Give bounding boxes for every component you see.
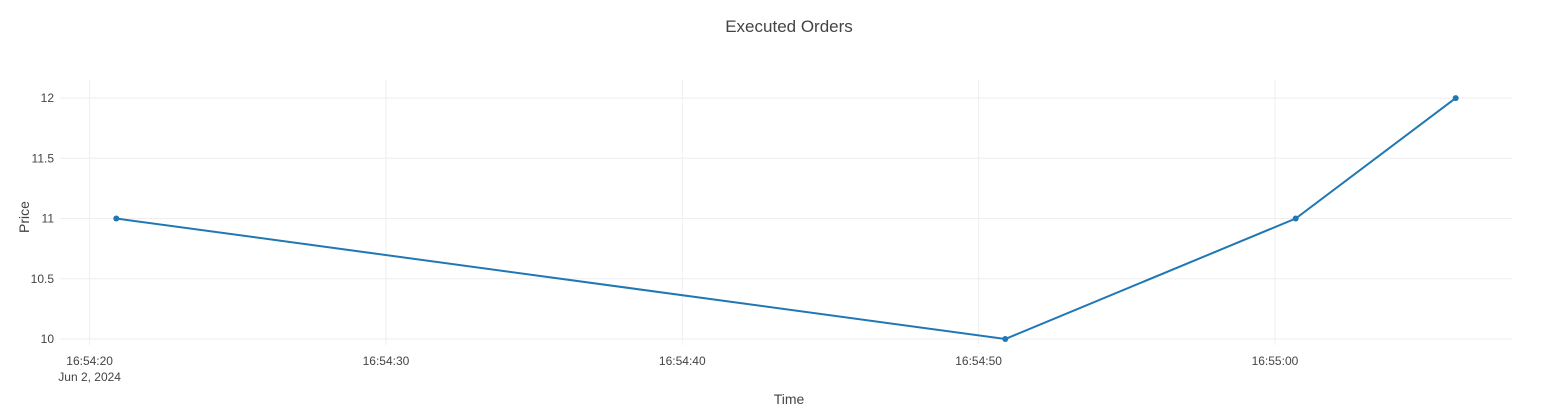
y-tick-label: 11 <box>42 212 55 226</box>
y-tick-label: 10.5 <box>31 272 55 286</box>
x-tick-label: 16:54:30 <box>363 354 410 368</box>
series-line <box>116 97 1457 341</box>
x-tick-label: 16:54:20 <box>66 354 113 368</box>
x-tick-label: 16:54:40 <box>659 354 706 368</box>
x-tick-label: 16:54:50 <box>955 354 1002 368</box>
y-tick-label: 11.5 <box>32 151 55 165</box>
chart-title: Executed Orders <box>725 17 853 36</box>
data-point[interactable] <box>1452 95 1459 102</box>
y-axis-title: Price <box>16 201 32 233</box>
y-axis-ticks: 10 10.5 11 11.5 12 <box>31 91 55 346</box>
x-axis-title: Time <box>774 391 805 407</box>
x-tick-label: 16:55:00 <box>1252 354 1299 368</box>
x-tick-date-label: Jun 2, 2024 <box>58 370 121 384</box>
data-point[interactable] <box>1292 215 1299 222</box>
data-point[interactable] <box>1002 335 1009 342</box>
grid <box>60 80 1512 345</box>
series <box>113 95 1459 342</box>
x-axis-ticks: 16:54:20 Jun 2, 2024 16:54:30 16:54:40 16:54… <box>58 354 1298 384</box>
y-tick-label: 12 <box>41 91 55 105</box>
y-tick-label: 10 <box>41 332 55 346</box>
data-point[interactable] <box>113 215 120 222</box>
